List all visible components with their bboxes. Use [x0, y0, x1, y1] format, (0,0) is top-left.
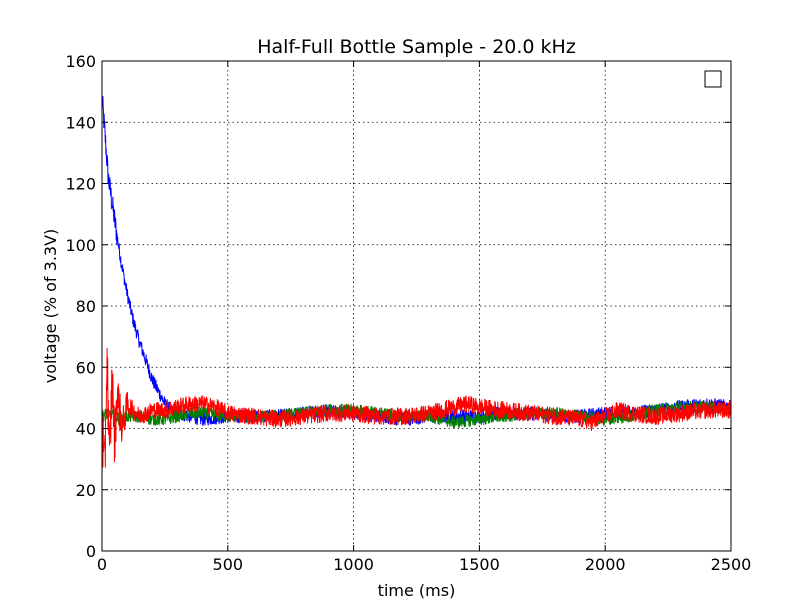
x-tick-label: 2000 — [585, 555, 626, 574]
y-tick-label: 20 — [76, 481, 96, 500]
legend-box — [704, 70, 722, 88]
x-tick-label: 2500 — [711, 555, 752, 574]
x-tick-label: 0 — [97, 555, 107, 574]
y-tick-label: 160 — [65, 52, 96, 71]
y-tick-label: 140 — [65, 113, 96, 132]
x-tick-label: 500 — [213, 555, 244, 574]
ticks: 0 500 1000 1500 2000 2500 0 20 40 60 80 100 120 140 16… — [65, 52, 751, 574]
y-tick-label: 80 — [76, 297, 96, 316]
y-tick-label: 40 — [76, 420, 96, 439]
y-axis-title: voltage (% of 3.3V) — [41, 229, 60, 384]
series-line-3 — [102, 347, 731, 468]
x-tick-label: 1000 — [333, 555, 374, 574]
y-tick-label: 60 — [76, 358, 96, 377]
chart-title: Half-Full Bottle Sample - 20.0 kHz — [257, 36, 576, 58]
y-tick-label: 0 — [86, 542, 96, 561]
grid — [102, 61, 731, 551]
series-group — [102, 93, 731, 468]
x-tick-label: 1500 — [459, 555, 500, 574]
y-tick-label: 120 — [65, 175, 96, 194]
y-tick-label: 100 — [65, 236, 96, 255]
x-axis-title: time (ms) — [378, 581, 456, 600]
